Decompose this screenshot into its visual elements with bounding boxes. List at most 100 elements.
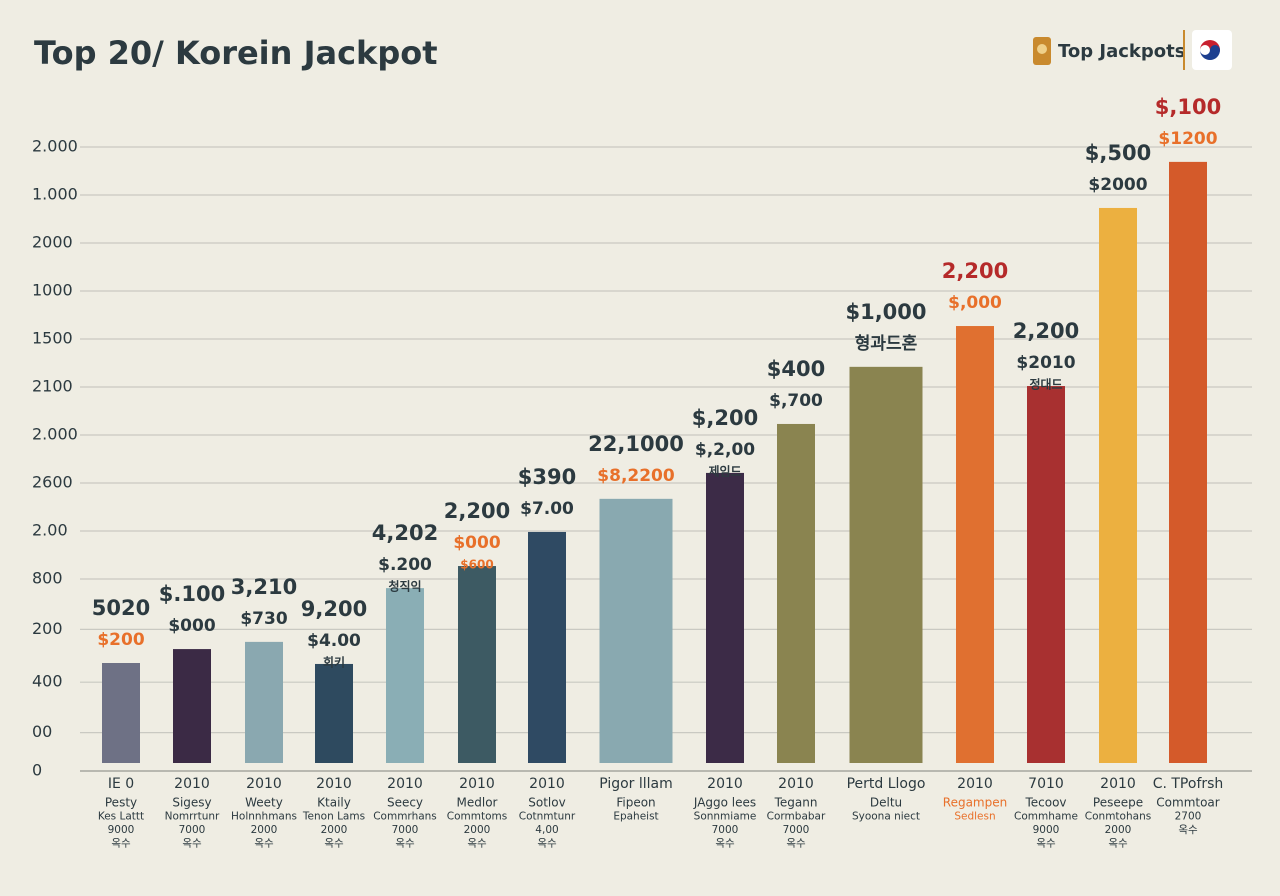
y-tick-label: 200 [32, 619, 63, 638]
x-sublabel: Sonnmiame [694, 811, 757, 823]
bar-annotation: $200 [97, 630, 144, 650]
bar-annotation: 2,200 [444, 499, 510, 523]
x-sublabel: 옥수 [254, 838, 274, 850]
x-sublabel: Cotnmtunr [519, 811, 576, 823]
x-tick-label: C. TPofrsh [1153, 776, 1224, 792]
bar [849, 366, 923, 763]
x-sublabel: 옥수 [537, 838, 557, 850]
y-tick-label: 2.00 [32, 521, 68, 540]
y-tick-label: 2.000 [32, 137, 78, 156]
bar [706, 472, 744, 763]
x-sublabel: Ktaily [317, 796, 351, 810]
bar-annotation: 청직익 [388, 579, 421, 594]
x-sublabel: Commtoms [447, 811, 507, 823]
bar [245, 641, 283, 763]
bar [458, 566, 496, 763]
x-tick-label: Pigor lllam [599, 776, 673, 792]
y-tick-label: 0 [32, 761, 42, 780]
x-sublabel: Commtoar [1156, 796, 1220, 810]
x-sublabel: 옥수 [1178, 824, 1198, 836]
x-sublabel: Cormbabar [767, 811, 826, 823]
y-tick-label: 2.000 [32, 425, 78, 444]
x-sublabel: 옥수 [1108, 838, 1128, 850]
x-sublabel: Commhame [1014, 811, 1078, 823]
bar-annotation: $400 [767, 357, 825, 381]
x-sublabel: Tegann [774, 796, 818, 810]
x-sublabel: Conmtohans [1085, 811, 1151, 823]
x-sublabel: Weety [245, 796, 283, 810]
bar-annotation: $4.00 [307, 631, 361, 651]
bar [1027, 386, 1065, 763]
x-sublabel: Deltu [870, 796, 902, 810]
bar-annotation: 3,210 [231, 575, 297, 599]
y-tick-label: 1000 [32, 281, 73, 300]
bar-annotation: 9,200 [301, 597, 367, 621]
x-tick-label: 2010 [957, 776, 993, 792]
bar-annotation: 2,200 [1013, 319, 1079, 343]
x-sublabel: Kes Lattt [98, 811, 144, 823]
bar-annotation: $000 [168, 616, 215, 636]
x-sublabel: Peseepe [1093, 796, 1143, 810]
x-sublabel: 9000 [108, 824, 135, 836]
x-tick-label: 2010 [1100, 776, 1136, 792]
bar-annotation: $7.00 [520, 499, 574, 519]
y-tick-label: 2600 [32, 473, 73, 492]
x-sublabel: Seecy [387, 796, 423, 810]
bar-annotation: 제임드 [708, 464, 741, 478]
bar [386, 588, 424, 763]
bar-annotation: $,100 [1155, 95, 1221, 119]
x-sublabel: Medlor [457, 796, 498, 810]
x-tick-label: 7010 [1028, 776, 1064, 792]
x-sublabel: 2000 [1105, 824, 1132, 836]
x-sublabel: 옥수 [395, 838, 415, 850]
x-sublabel: Commrhans [373, 811, 437, 823]
x-sublabel: 2000 [251, 824, 278, 836]
x-sublabel: Tenon Lams [302, 811, 365, 823]
x-sublabel: 옥수 [715, 838, 735, 850]
x-tick-label: 2010 [246, 776, 282, 792]
x-tick-label: 2010 [387, 776, 423, 792]
x-sublabel: 옥수 [324, 838, 344, 850]
x-sublabel: Regampen [943, 796, 1007, 810]
x-sublabel: Sedlesn [954, 811, 995, 823]
y-tick-label: 400 [32, 672, 63, 691]
x-tick-label: 2010 [174, 776, 210, 792]
badge-text: Top Jackpots [1058, 41, 1185, 62]
x-sublabel: 9000 [1033, 824, 1060, 836]
bar-annotation: $.200 [378, 555, 432, 575]
flag [1192, 30, 1232, 70]
x-sublabel: 옥수 [1036, 838, 1056, 850]
x-sublabel: Pesty [105, 796, 137, 810]
x-tick-label: 2010 [707, 776, 743, 792]
x-sublabel: 옥수 [111, 838, 131, 850]
x-sublabel: 옥수 [786, 838, 806, 850]
x-sublabel: 7000 [392, 824, 419, 836]
bar-annotation: 2,200 [942, 259, 1008, 283]
x-sublabel: 2700 [1175, 811, 1202, 823]
x-sublabel: Fipeon [616, 796, 655, 810]
bar-annotation: $,200 [692, 406, 758, 430]
bar [173, 649, 211, 763]
x-sublabel: 2000 [464, 824, 491, 836]
chart-title: Top 20/ Korein Jackpot [34, 34, 438, 72]
y-tick-label: 1500 [32, 329, 73, 348]
y-tick-label: 2100 [32, 377, 73, 396]
x-sublabel: 7000 [179, 824, 206, 836]
bar-annotation: 회키 [323, 654, 345, 669]
bar-annotation: 4,202 [372, 521, 438, 545]
x-tick-label: 2010 [459, 776, 495, 792]
x-sublabel: 옥수 [467, 838, 487, 850]
bar-annotation: $8,2200 [597, 466, 675, 486]
bar [599, 498, 673, 763]
x-sublabel: Tecoov [1024, 796, 1066, 810]
bar-annotation: 5020 [92, 596, 150, 620]
bar [102, 663, 140, 763]
bar-annotation: $.100 [159, 582, 225, 606]
x-tick-label: 2010 [316, 776, 352, 792]
bar [956, 326, 994, 763]
y-tick-label: 1.000 [32, 185, 78, 204]
bar-annotation: 형과드혼 [855, 333, 918, 354]
x-sublabel: 7000 [712, 824, 739, 836]
y-tick-label: 2000 [32, 233, 73, 252]
